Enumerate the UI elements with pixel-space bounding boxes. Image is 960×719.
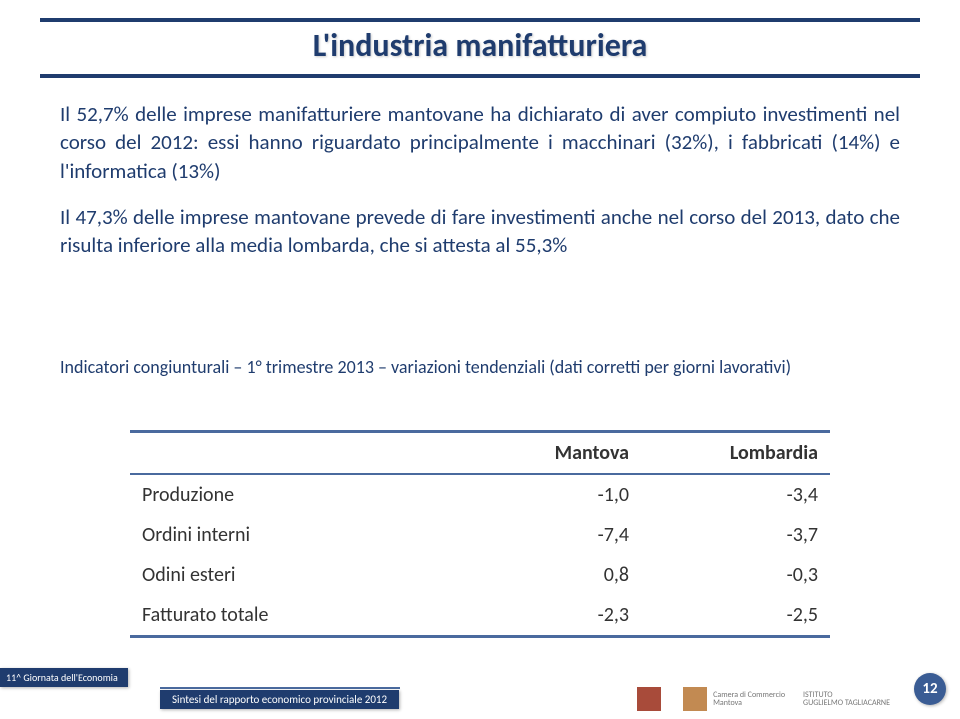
slide-title: L'industria manifatturiera — [40, 26, 920, 65]
page-number: 12 — [914, 673, 946, 705]
row-lombardia: -3,7 — [641, 515, 830, 555]
slide-footer: 11^ Giornata dell'Economia Sintesi del r… — [0, 661, 960, 719]
col-blank — [130, 432, 452, 475]
indicators-table: Mantova Lombardia Produzione -1,0 -3,4 O… — [130, 430, 830, 638]
slide: L'industria manifatturiera Il 52,7% dell… — [0, 0, 960, 719]
mantova-crest-icon — [637, 687, 665, 711]
footer-logos: Camera di Commercio Mantova ISTITUTO GUG… — [637, 687, 890, 711]
footer-rule — [160, 687, 400, 689]
row-mantova: -1,0 — [452, 474, 641, 515]
col-mantova: Mantova — [452, 432, 641, 475]
title-band: L'industria manifatturiera — [40, 18, 920, 78]
row-mantova: -7,4 — [452, 515, 641, 555]
paragraph-2: Il 47,3% delle imprese mantovane prevede… — [60, 203, 900, 260]
table-row: Produzione -1,0 -3,4 — [130, 474, 830, 515]
footer-subtitle: Sintesi del rapporto economico provincia… — [160, 690, 399, 709]
table-row: Fatturato totale -2,3 -2,5 — [130, 595, 830, 637]
row-lombardia: -2,5 — [641, 595, 830, 637]
row-label: Ordini interni — [130, 515, 452, 555]
crest-icon — [637, 687, 661, 711]
footer-badge: 11^ Giornata dell'Economia — [0, 668, 128, 687]
paragraph-1: Il 52,7% delle imprese manifatturiere ma… — [60, 100, 900, 185]
col-lombardia: Lombardia — [641, 432, 830, 475]
row-label: Fatturato totale — [130, 595, 452, 637]
row-mantova: 0,8 — [452, 555, 641, 595]
cc-icon — [683, 687, 707, 711]
table-row: Odini esteri 0,8 -0,3 — [130, 555, 830, 595]
title-top-rule — [40, 18, 920, 22]
row-label: Produzione — [130, 474, 452, 515]
camera-commercio-logo: Camera di Commercio Mantova — [683, 687, 785, 711]
table-row: Ordini interni -7,4 -3,7 — [130, 515, 830, 555]
row-label: Odini esteri — [130, 555, 452, 595]
row-lombardia: -0,3 — [641, 555, 830, 595]
table-header-row: Mantova Lombardia — [130, 432, 830, 475]
tg-line2: GUGLIELMO TAGLIACARNE — [803, 698, 890, 708]
title-bottom-rule — [40, 74, 920, 78]
row-lombardia: -3,4 — [641, 474, 830, 515]
body-text: Il 52,7% delle imprese manifatturiere ma… — [60, 100, 900, 278]
row-mantova: -2,3 — [452, 595, 641, 637]
tagliacarne-logo: ISTITUTO GUGLIELMO TAGLIACARNE — [803, 691, 890, 707]
table-caption: Indicatori congiunturali – 1° trimestre … — [60, 356, 900, 379]
cc-line2: Mantova — [713, 698, 742, 708]
